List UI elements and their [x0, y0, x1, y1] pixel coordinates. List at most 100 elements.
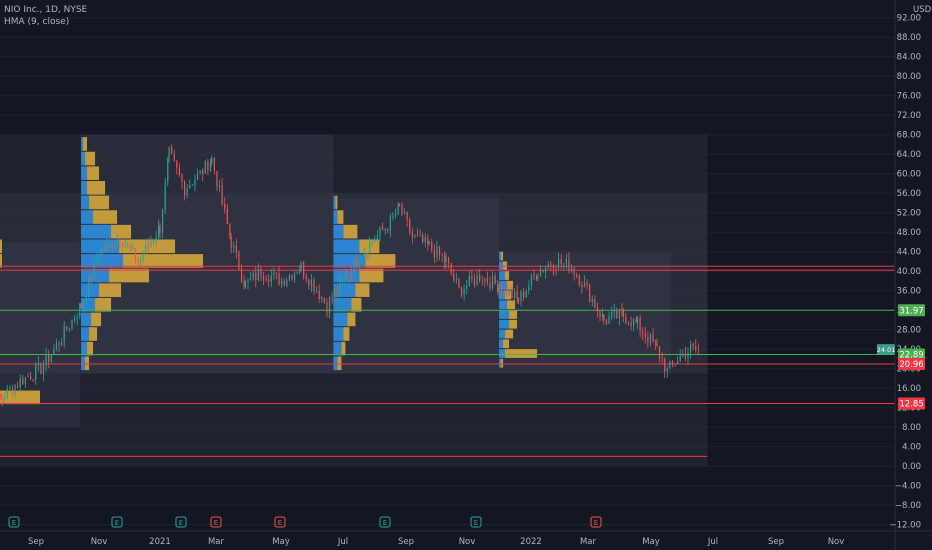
candle-body	[199, 170, 201, 174]
price-tag	[898, 357, 925, 370]
profile-bar-up	[333, 283, 356, 297]
y-tick-label: 76.00	[897, 92, 921, 102]
candle-body	[557, 259, 560, 269]
profile-bar-down	[505, 290, 512, 300]
candle-body	[211, 157, 213, 163]
candle-body	[171, 147, 173, 154]
candle-body	[262, 275, 265, 280]
candle-body	[369, 242, 371, 254]
candle-body	[42, 365, 45, 375]
candle-body	[570, 267, 573, 272]
candle-body	[644, 333, 646, 338]
y-tick-label: −8.00	[895, 501, 921, 511]
candle-body	[479, 275, 481, 281]
profile-bar-down	[505, 329, 514, 339]
candle-body	[296, 273, 298, 274]
indicator-title[interactable]: HMA (9, close)	[4, 17, 70, 27]
candle-body	[503, 287, 505, 293]
candle-body	[331, 297, 333, 299]
candle-body	[516, 291, 518, 298]
x-tick-label: 2021	[149, 537, 171, 547]
candle-body	[427, 237, 429, 245]
candle-body	[178, 167, 181, 175]
symbol-title[interactable]: NIO Inc., 1D, NYSE	[4, 5, 88, 15]
candle-body	[371, 242, 373, 244]
candle-body	[416, 235, 419, 237]
candle-body	[11, 388, 14, 395]
candle-body	[661, 357, 663, 359]
candle-body	[71, 319, 73, 329]
x-tick-label: Nov	[459, 537, 476, 547]
candle-body	[511, 290, 513, 299]
candle-body	[578, 275, 580, 285]
current-price-tag	[877, 344, 895, 355]
x-tick-label: May	[272, 537, 290, 547]
candle-body	[152, 240, 155, 243]
candle-body	[207, 160, 209, 172]
candle-body	[101, 248, 103, 256]
time-axis[interactable]: Sep Nov 2021 Mar May Jul Sep Nov 2022 Mar May Jul Se…	[0, 530, 932, 547]
profile-bar-up	[333, 239, 360, 254]
candle-body	[257, 268, 259, 280]
candle-body	[221, 185, 223, 204]
candle-body	[599, 310, 601, 317]
profile-bar-up	[81, 268, 110, 283]
candle-body	[409, 219, 411, 233]
candle-body	[463, 288, 465, 296]
y-tick-label: −4.00	[895, 482, 921, 492]
price-tag-text: 20.96	[899, 360, 923, 370]
earnings-marker	[175, 516, 187, 528]
earnings-marker-label: E	[474, 519, 478, 527]
profile-bar-up	[499, 300, 508, 310]
profile-bar-up	[333, 356, 338, 371]
profile-bar-up	[333, 312, 348, 327]
candle-body	[535, 276, 538, 280]
candle-body	[32, 379, 34, 381]
profile-bar-up	[499, 271, 506, 280]
y-tick-label: 52.00	[897, 209, 921, 219]
candle-body	[384, 228, 386, 231]
candle-body	[363, 253, 366, 259]
candle-body	[649, 334, 652, 343]
profile-bar-down	[341, 341, 346, 356]
candle-body	[278, 273, 280, 285]
candle-body	[669, 361, 671, 369]
candle-body	[560, 259, 562, 265]
profile-bar-down	[509, 319, 518, 329]
earnings-marker-label: E	[594, 519, 598, 527]
candle-body	[622, 310, 624, 317]
candle-body	[537, 276, 539, 280]
profile-bar-up	[81, 195, 90, 210]
candle-body	[473, 279, 476, 285]
candle-body	[106, 242, 108, 250]
candle-body	[328, 297, 331, 313]
candle-body	[95, 259, 98, 262]
candle-body	[196, 173, 199, 181]
x-tick-label: Jul	[337, 537, 348, 547]
candle-body	[635, 318, 637, 323]
profile-bar-down	[0, 390, 40, 405]
profile-bar-down	[343, 327, 350, 341]
candle-body	[655, 342, 657, 344]
candle-body	[484, 278, 486, 282]
price-series	[0, 144, 699, 407]
candle-body	[438, 246, 441, 255]
candle-body	[29, 376, 32, 380]
candle-body	[565, 259, 567, 264]
profile-bar-up	[81, 356, 86, 371]
x-tick-label: Nov	[828, 537, 845, 547]
profile-bar-down	[0, 254, 2, 268]
candle-body	[24, 376, 27, 385]
candle-body	[76, 316, 78, 319]
candle-body	[398, 203, 401, 206]
candle-body	[159, 225, 161, 233]
candle-body	[260, 268, 262, 276]
earnings-marker	[274, 516, 286, 528]
candle-body	[356, 259, 358, 268]
candle-body	[265, 279, 267, 280]
price-axis[interactable]: 92.00 88.00 84.00 80.00 76.00 72.00 68.00 64.00…	[890, 0, 932, 550]
candle-body	[460, 287, 463, 296]
earnings-marker-label: E	[115, 519, 119, 527]
price-tag	[898, 304, 925, 317]
